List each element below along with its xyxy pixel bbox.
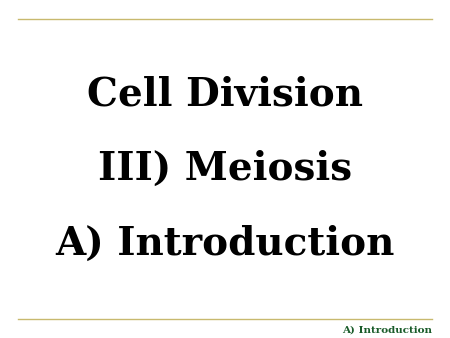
Text: Cell Division: Cell Division <box>87 76 363 114</box>
Text: A) Introduction: A) Introduction <box>342 325 432 334</box>
Text: III) Meiosis: III) Meiosis <box>98 150 352 188</box>
Text: A) Introduction: A) Introduction <box>55 224 395 262</box>
